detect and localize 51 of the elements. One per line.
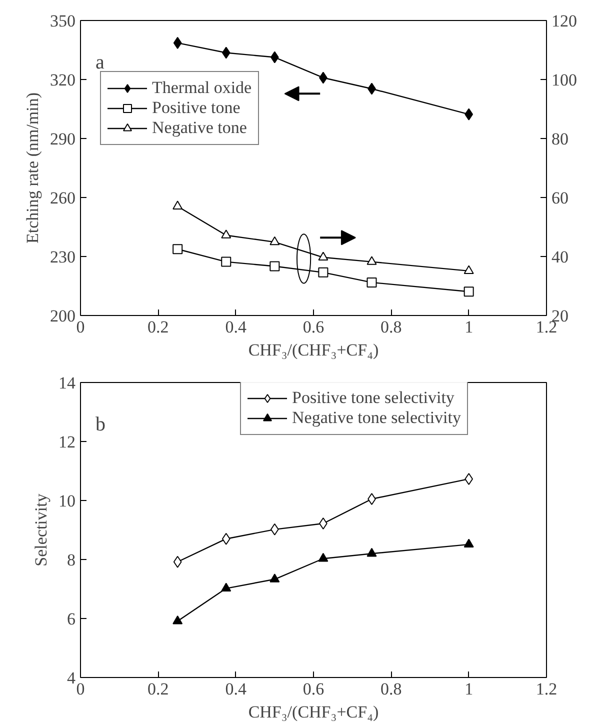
point <box>464 538 474 548</box>
x-tick-label: 1 <box>464 318 474 336</box>
y-tick-label: 320 <box>50 70 76 90</box>
x-tick-label: 0.6 <box>302 680 324 698</box>
point <box>318 552 328 562</box>
x-tick-label: 0.2 <box>148 680 169 698</box>
x-tick-label: 0.2 <box>148 318 169 336</box>
point <box>222 532 230 545</box>
y-tick-label: 8 <box>67 550 76 570</box>
x-tick-label: 0.8 <box>380 680 402 698</box>
y-tick-label: 14 <box>58 374 76 392</box>
x-tick-label: 1.2 <box>536 680 558 698</box>
annotation: b <box>96 414 106 436</box>
x-tick-label: 0.4 <box>225 680 247 698</box>
y-tick-label: 350 <box>50 12 76 30</box>
y2-tick-label: 80 <box>552 130 568 148</box>
point <box>366 548 377 557</box>
y-axis-title: Etching rate (nm/min) <box>23 92 42 244</box>
y2-tick-label: 120 <box>552 12 577 30</box>
point <box>173 556 182 568</box>
y2-tick-label: 60 <box>552 188 568 208</box>
annotation: a <box>96 52 104 74</box>
y-tick-label: 200 <box>50 306 76 326</box>
y-tick-label: 4 <box>67 668 76 688</box>
y-axis-title: Selectivity <box>32 493 50 566</box>
legend-label: Negative tone <box>152 118 247 138</box>
legend-label: Negative tone selectivity <box>292 408 461 428</box>
x-tick-label: 0.8 <box>380 318 402 336</box>
y2-tick-label: 100 <box>552 70 577 90</box>
x-tick-label: 0.4 <box>225 318 247 336</box>
x-tick-label: 0 <box>76 680 85 698</box>
x-axis-title: CHF₃/(CHF₃+CF₄) <box>248 702 379 722</box>
legend-label: Positive tone selectivity <box>292 388 454 408</box>
y2-tick-label: 40 <box>552 248 568 266</box>
y-tick-label: 230 <box>50 248 76 266</box>
legend-label: Positive tone <box>152 98 240 118</box>
point <box>221 582 232 592</box>
y-tick-label: 12 <box>58 432 76 452</box>
legend-label: Thermal oxide <box>152 78 252 98</box>
y-tick-label: 6 <box>67 610 76 628</box>
point <box>270 574 280 582</box>
x-tick-label: 0 <box>76 318 85 336</box>
x-tick-label: 0.6 <box>302 318 324 336</box>
x-axis-title: CHF₃/(CHF₃+CF₄) <box>248 340 379 360</box>
point <box>173 36 182 49</box>
y-tick-label: 10 <box>58 492 76 510</box>
x-tick-label: 1 <box>464 680 474 698</box>
point <box>222 46 230 59</box>
y-tick-label: 260 <box>50 188 76 208</box>
y-tick-label: 290 <box>50 130 76 148</box>
point <box>172 615 183 624</box>
